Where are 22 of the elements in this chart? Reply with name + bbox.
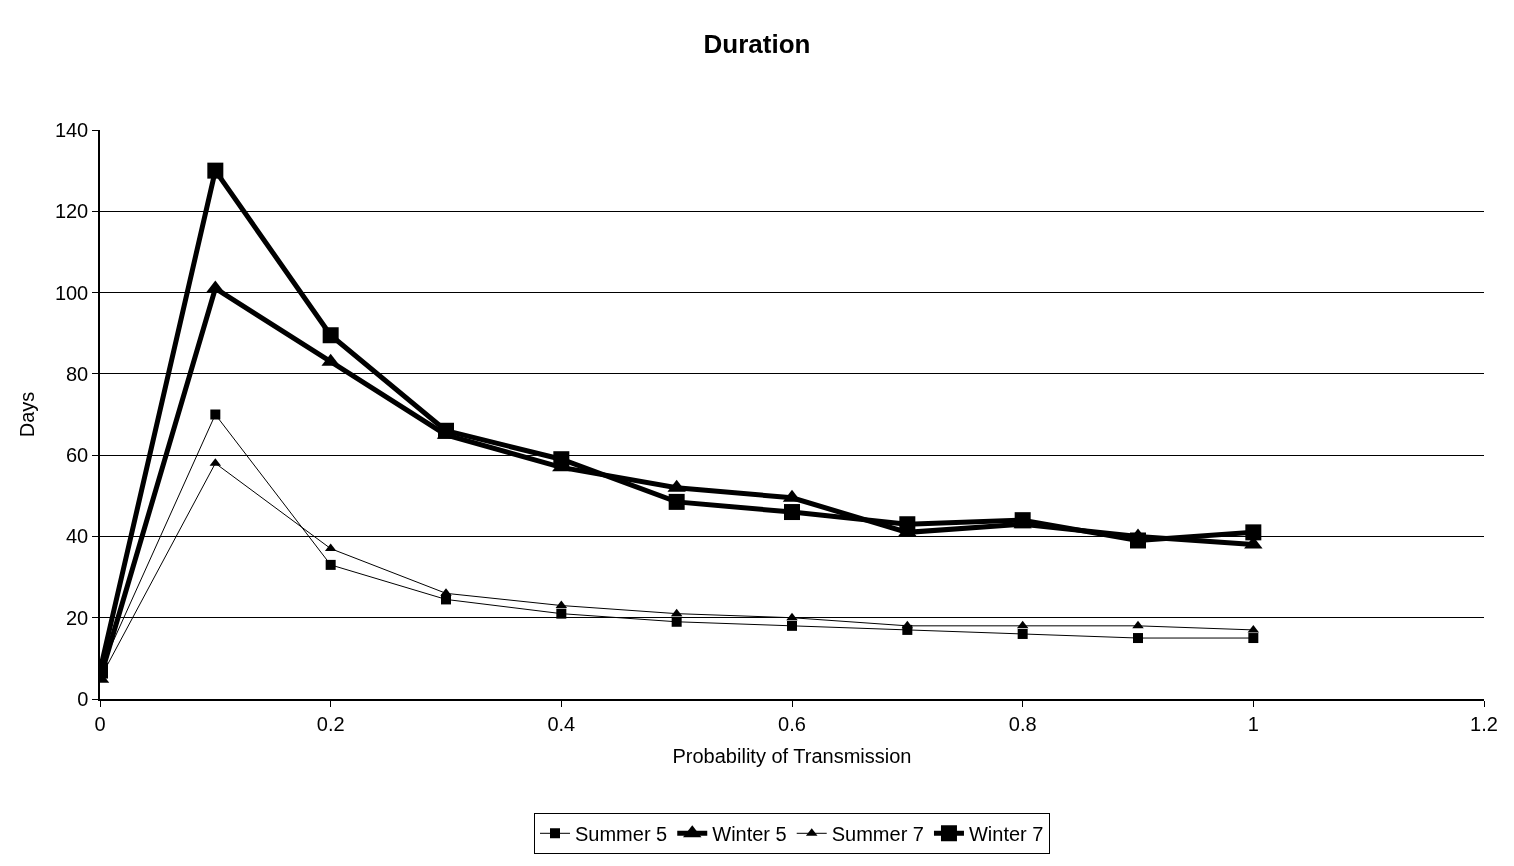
- y-tick-label: 0: [77, 688, 89, 710]
- y-axis-title: Days: [15, 391, 38, 438]
- x-tick-label: 1.2: [1470, 712, 1498, 735]
- x-tick-label: 0.8: [1008, 712, 1037, 735]
- x-tick-label: 0: [94, 712, 106, 735]
- x-tick-label: 1: [1247, 712, 1259, 735]
- legend-label: Winter 5: [712, 823, 787, 846]
- chart-title: Duration: [703, 28, 811, 59]
- x-tick-label: 0.2: [316, 712, 345, 735]
- x-tick-label: 0.4: [547, 712, 576, 735]
- y-tick-label: 140: [54, 119, 89, 141]
- y-tick-label: 60: [66, 444, 89, 467]
- x-tick-label: 0.6: [778, 712, 806, 735]
- legend-label: Summer 7: [831, 823, 924, 846]
- y-tick-label: 20: [66, 606, 89, 629]
- legend-label: Summer 5: [575, 823, 668, 846]
- y-tick-label: 100: [54, 281, 89, 304]
- y-tick-label: 40: [66, 525, 89, 548]
- y-tick-label: 120: [54, 200, 89, 223]
- x-axis-title: Probability of Transmission: [672, 744, 912, 767]
- y-tick-label: 80: [66, 362, 89, 385]
- legend-label: Winter 7: [968, 823, 1044, 846]
